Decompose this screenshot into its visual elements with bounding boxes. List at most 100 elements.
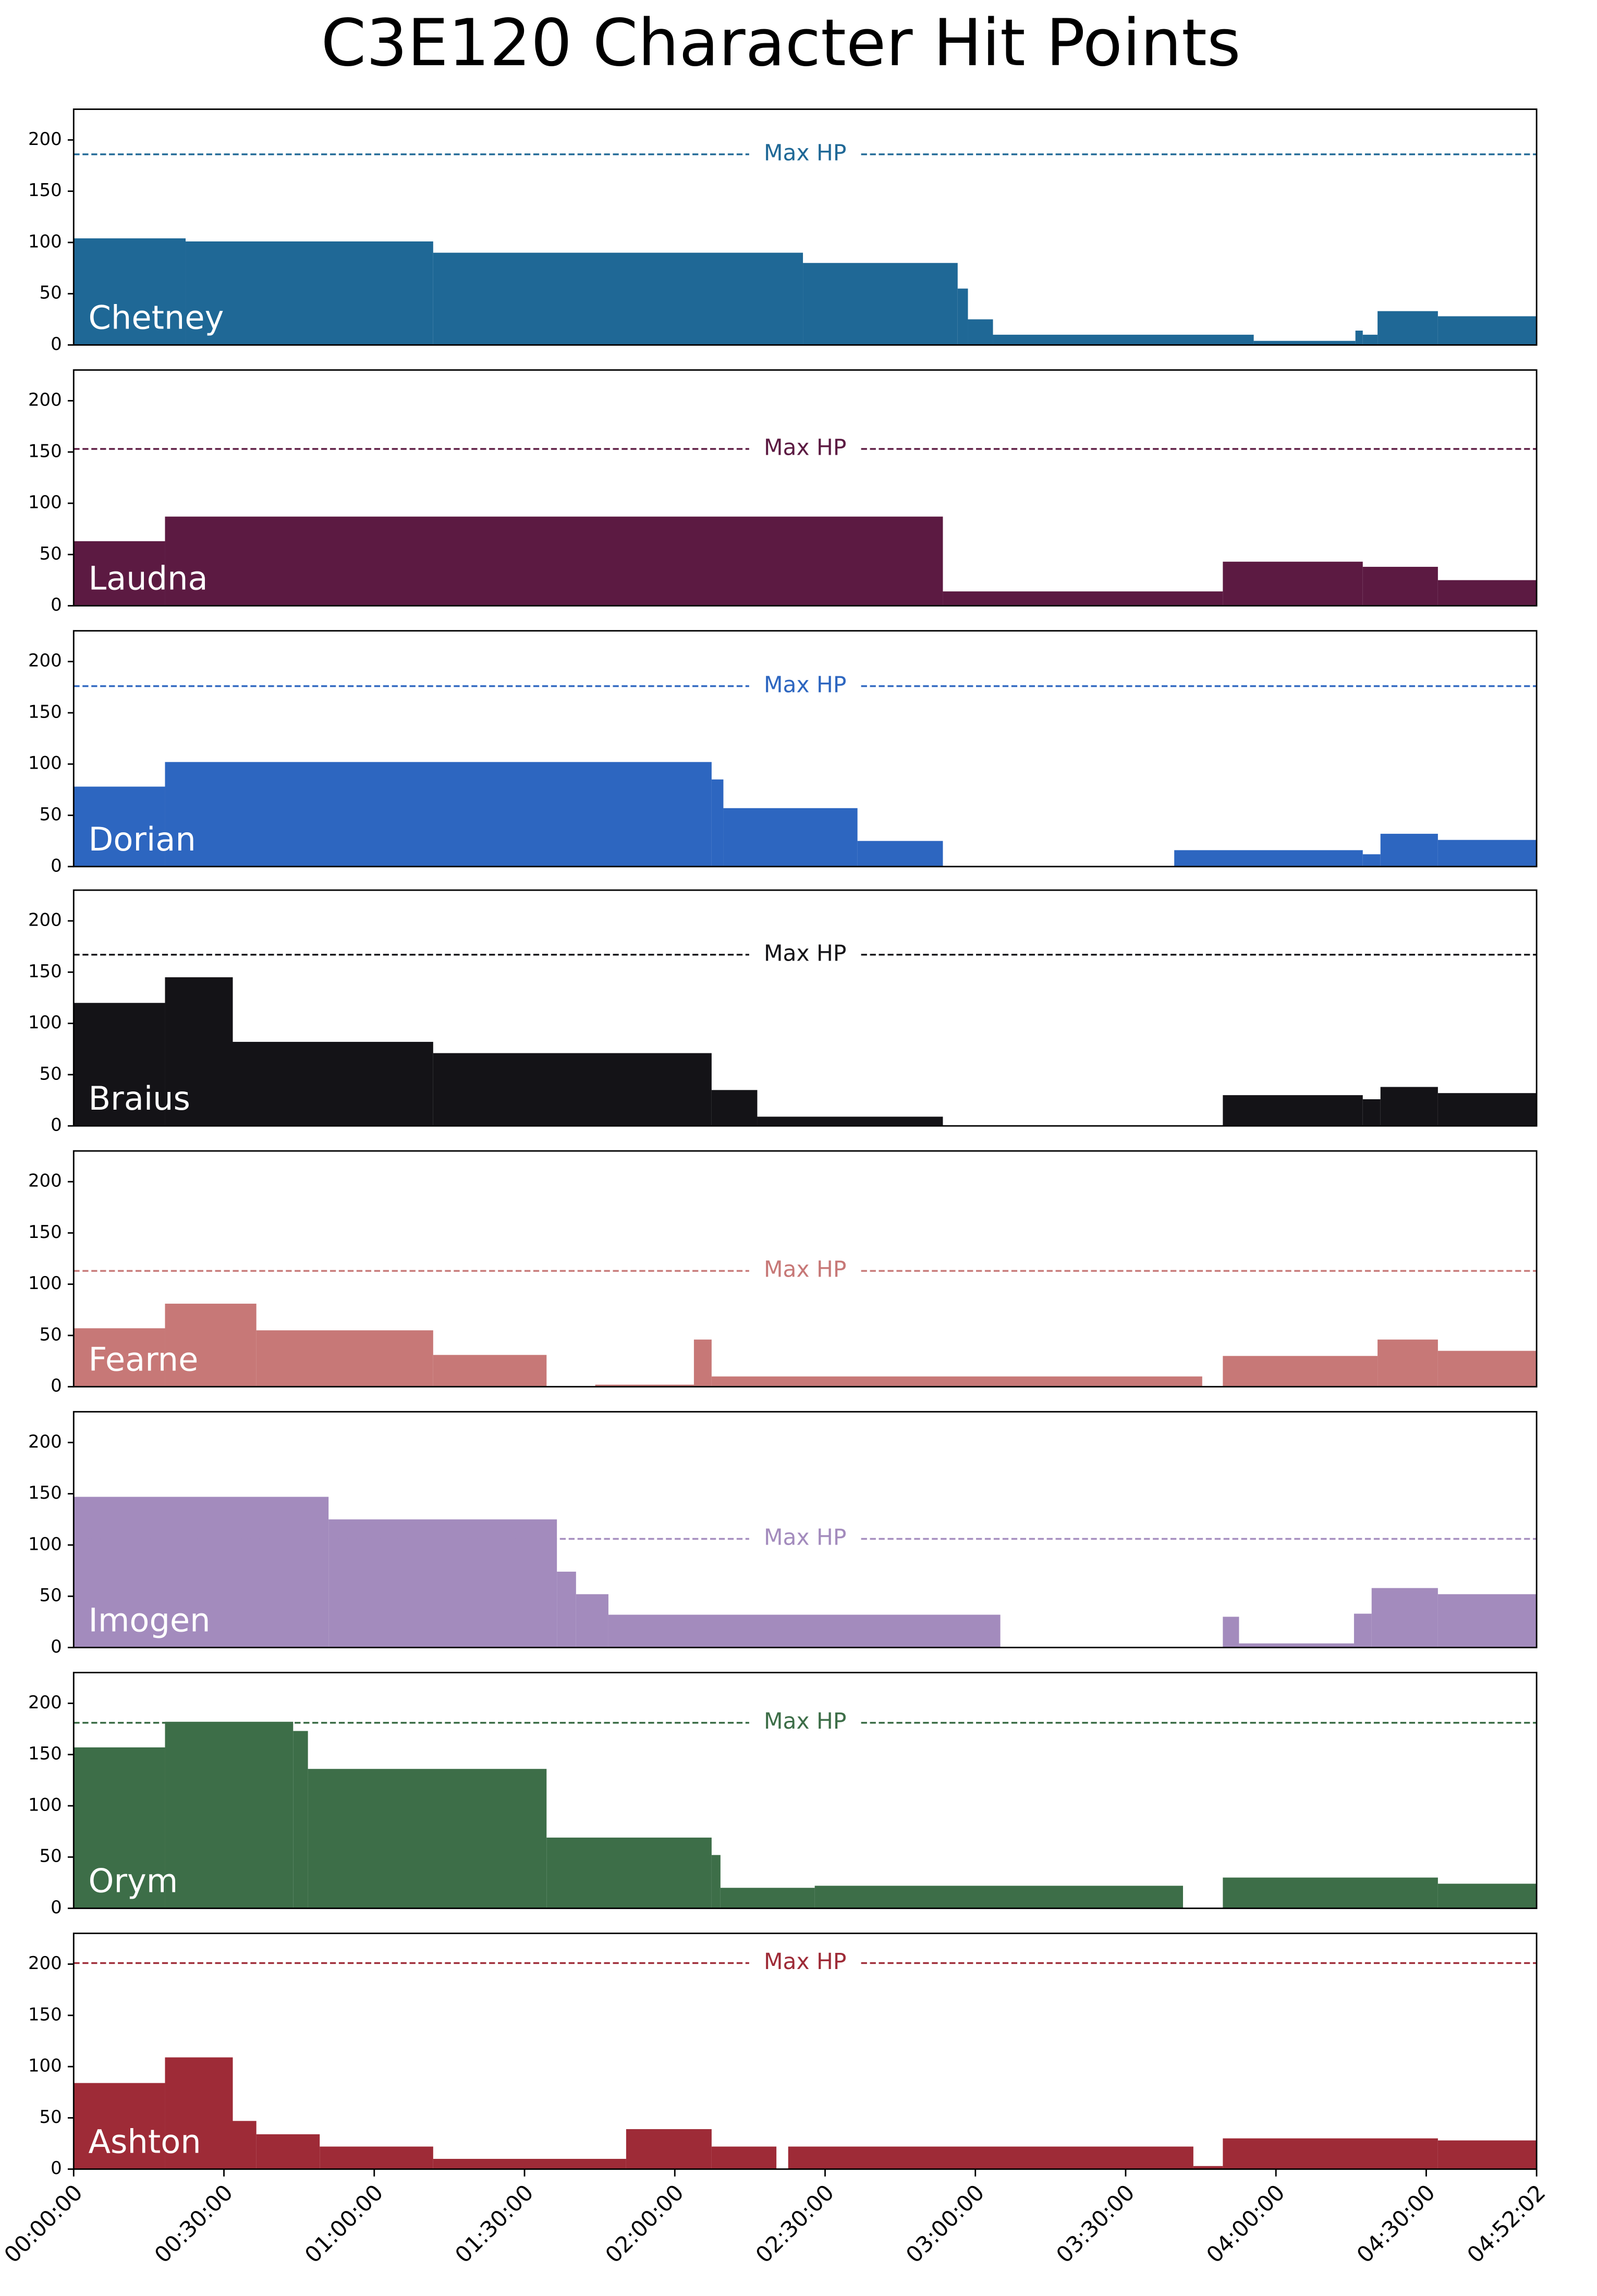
max-hp-label: Max HP bbox=[764, 1708, 847, 1734]
hp-step bbox=[308, 1769, 547, 1909]
max-hp-label: Max HP bbox=[764, 434, 847, 460]
hp-step bbox=[1223, 1617, 1239, 1648]
hp-step bbox=[693, 1339, 712, 1387]
y-tick-label: 50 bbox=[40, 283, 62, 303]
x-tick-label: 00:30:00 bbox=[150, 2180, 238, 2268]
hp-step bbox=[233, 1041, 433, 1126]
hp-step bbox=[233, 2121, 257, 2169]
hp-step bbox=[1223, 1356, 1378, 1387]
hp-step bbox=[1362, 1099, 1381, 1126]
y-tick-label: 0 bbox=[51, 594, 62, 615]
max-hp-label: Max HP bbox=[764, 1949, 847, 1974]
y-tick-label: 150 bbox=[28, 961, 62, 981]
hp-step bbox=[757, 1116, 943, 1126]
hp-step bbox=[74, 238, 186, 345]
hp-step bbox=[1355, 331, 1363, 345]
max-hp-label: Max HP bbox=[764, 672, 847, 697]
hp-step bbox=[1223, 562, 1363, 606]
hp-step bbox=[788, 2146, 1193, 2169]
hp-step bbox=[1437, 2140, 1537, 2169]
x-tick-label: 03:00:00 bbox=[901, 2180, 989, 2268]
y-tick-label: 50 bbox=[40, 1585, 62, 1606]
y-tick-label: 100 bbox=[28, 1273, 62, 1293]
y-tick-label: 100 bbox=[28, 231, 62, 251]
series-label: Imogen bbox=[89, 1601, 211, 1639]
hp-step bbox=[1437, 1884, 1537, 1909]
hp-step bbox=[711, 1376, 1202, 1387]
hp-step bbox=[957, 288, 968, 345]
hp-step bbox=[165, 1304, 257, 1387]
y-tick-label: 100 bbox=[28, 1794, 62, 1815]
y-tick-label: 150 bbox=[28, 441, 62, 461]
hp-step bbox=[711, 2146, 777, 2169]
y-tick-label: 150 bbox=[28, 2004, 62, 2024]
hp-step bbox=[165, 762, 712, 867]
y-tick-label: 100 bbox=[28, 1534, 62, 1554]
hp-step bbox=[814, 1886, 1183, 1909]
series-label: Fearne bbox=[89, 1340, 199, 1378]
hp-step bbox=[803, 263, 958, 345]
hp-step bbox=[1377, 311, 1438, 345]
y-tick-label: 50 bbox=[40, 1324, 62, 1344]
y-tick-label: 150 bbox=[28, 1222, 62, 1242]
hp-step bbox=[1377, 1339, 1438, 1387]
hp-step bbox=[576, 1594, 608, 1648]
panel-frame bbox=[72, 369, 1538, 607]
panel-frame bbox=[72, 1150, 1538, 1388]
hp-step bbox=[1223, 1877, 1438, 1909]
hp-step bbox=[608, 1614, 1001, 1648]
hp-step bbox=[74, 786, 165, 867]
y-tick-label: 0 bbox=[51, 1376, 62, 1396]
hp-step bbox=[433, 1053, 712, 1126]
panel-frame bbox=[72, 1933, 1538, 2170]
y-tick-label: 200 bbox=[28, 390, 62, 410]
hp-step bbox=[433, 1355, 547, 1387]
y-tick-label: 200 bbox=[28, 909, 62, 930]
y-tick-label: 50 bbox=[40, 1846, 62, 1866]
hp-step bbox=[1362, 334, 1378, 345]
y-tick-label: 200 bbox=[28, 1953, 62, 1973]
x-tick-label: 00:00:00 bbox=[0, 2180, 88, 2268]
hp-step bbox=[1193, 2166, 1223, 2169]
x-tick-label: 01:00:00 bbox=[300, 2180, 388, 2268]
hp-step bbox=[626, 2129, 712, 2169]
hp-step bbox=[723, 808, 858, 867]
y-tick-label: 50 bbox=[40, 804, 62, 824]
x-tick-label: 02:00:00 bbox=[601, 2180, 689, 2268]
hp-step bbox=[433, 2159, 626, 2169]
hp-step bbox=[1362, 566, 1438, 606]
hp-step bbox=[74, 1497, 329, 1648]
y-tick-label: 0 bbox=[51, 334, 62, 354]
hp-step bbox=[711, 1090, 758, 1126]
max-hp-label: Max HP bbox=[764, 1257, 847, 1282]
y-tick-label: 100 bbox=[28, 753, 62, 773]
y-tick-label: 200 bbox=[28, 1692, 62, 1712]
series-label: Dorian bbox=[89, 820, 196, 858]
y-tick-label: 200 bbox=[28, 129, 62, 149]
y-tick-label: 50 bbox=[40, 543, 62, 564]
hp-step bbox=[256, 2134, 320, 2169]
panel-frame bbox=[72, 1411, 1538, 1648]
hp-step bbox=[293, 1731, 308, 1909]
series-label: Laudna bbox=[89, 560, 208, 598]
hp-step bbox=[1437, 840, 1537, 867]
hp-step bbox=[1437, 1594, 1537, 1648]
hp-step bbox=[328, 1519, 557, 1648]
y-tick-label: 0 bbox=[51, 1897, 62, 1917]
series-label: Chetney bbox=[89, 299, 224, 337]
hp-step bbox=[711, 1855, 721, 1909]
panel-frame bbox=[72, 1672, 1538, 1909]
y-tick-label: 200 bbox=[28, 650, 62, 671]
x-tick-label: 02:30:00 bbox=[751, 2180, 839, 2268]
x-tick-label: 04:52:02 bbox=[1462, 2180, 1550, 2268]
y-tick-label: 100 bbox=[28, 2056, 62, 2076]
hp-step bbox=[968, 319, 993, 345]
max-hp-label: Max HP bbox=[764, 940, 847, 966]
hp-step bbox=[1362, 854, 1381, 867]
hp-step bbox=[993, 334, 1254, 345]
y-tick-label: 0 bbox=[51, 855, 62, 876]
chart-title: C3E120 Character Hit Points bbox=[321, 6, 1241, 81]
hp-step bbox=[186, 241, 433, 345]
x-tick-label: 03:30:00 bbox=[1051, 2180, 1139, 2268]
